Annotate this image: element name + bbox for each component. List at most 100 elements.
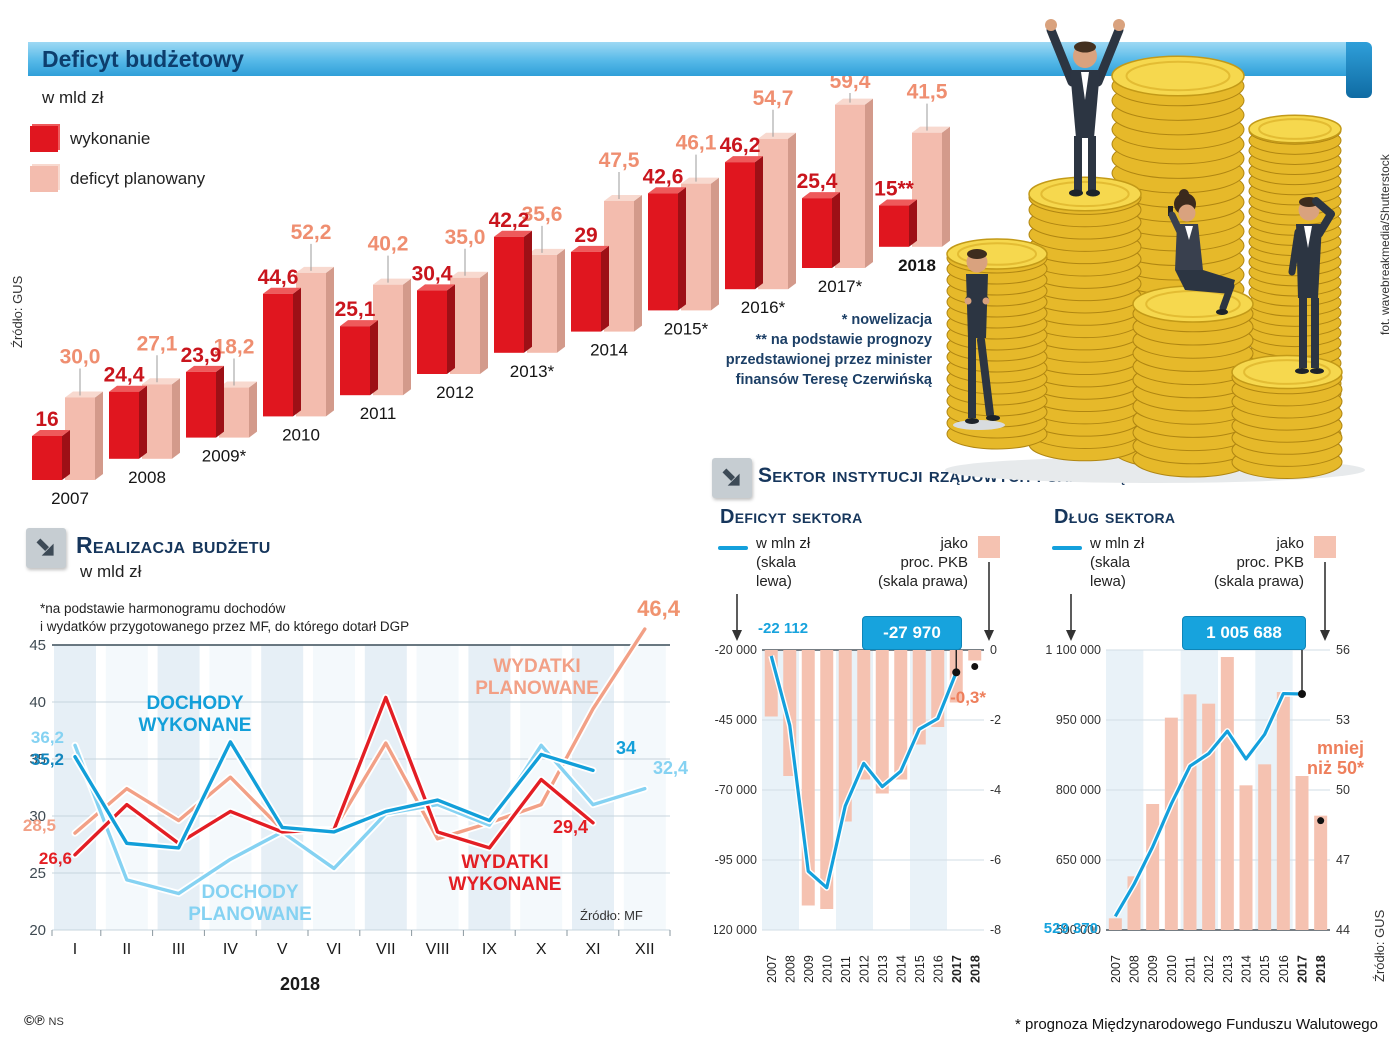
svg-text:40,2: 40,2 — [368, 233, 409, 256]
dlug-callout-box: 1 005 688 — [1182, 616, 1306, 650]
deficyt-callout-box: -27 970 — [862, 616, 962, 650]
svg-text:XI: XI — [585, 941, 600, 958]
svg-text:650 000: 650 000 — [1056, 853, 1101, 867]
svg-text:16: 16 — [35, 408, 58, 431]
svg-text:50: 50 — [1336, 783, 1350, 797]
svg-text:2013*: 2013* — [510, 362, 555, 381]
svg-text:42,6: 42,6 — [643, 165, 684, 188]
svg-text:2017: 2017 — [950, 955, 964, 983]
budget-unit-label: w mld zł — [42, 88, 104, 107]
svg-text:2014: 2014 — [894, 955, 908, 983]
svg-text:500 000: 500 000 — [1056, 923, 1101, 937]
budget-note-line: finansów Teresę Czerwińską — [735, 372, 932, 388]
svg-text:25,1: 25,1 — [335, 298, 376, 321]
svg-text:VII: VII — [376, 941, 396, 958]
svg-text:2012: 2012 — [1202, 955, 1216, 983]
svg-text:29: 29 — [574, 224, 597, 247]
source-gus-right: Źródło: GUS — [1372, 909, 1387, 982]
budget-bar-chart: 30,0 16 2007 27,1 24,4 2008 18,223,9 2009* 52,2 4… — [32, 70, 950, 508]
legend-text: (skala — [756, 554, 797, 571]
dlug-legend-square-icon — [1314, 536, 1336, 558]
axis-pointer-arrow — [984, 562, 994, 641]
legend-text: proc. PKB — [900, 554, 968, 571]
svg-text:2014: 2014 — [1240, 955, 1254, 983]
svg-text:47,5: 47,5 — [599, 149, 640, 172]
svg-text:2017: 2017 — [1296, 955, 1310, 983]
svg-text:-8: -8 — [990, 923, 1001, 937]
svg-text:VIII: VIII — [426, 941, 450, 958]
svg-text:2018: 2018 — [898, 256, 936, 275]
svg-text:2011: 2011 — [839, 956, 853, 983]
svg-text:-45 000: -45 000 — [715, 713, 757, 727]
svg-text:2012: 2012 — [436, 383, 474, 402]
label-wydatki-planowane: WYDATKI PLANOWANE — [475, 656, 599, 699]
axis-pointer-arrow — [1320, 562, 1330, 641]
svg-text:40: 40 — [29, 694, 46, 711]
coin-stacks — [946, 55, 1343, 479]
realizacja-footnote: *na podstawie harmonogramu dochodów i wy… — [40, 600, 409, 636]
photo-credit: fot. wavebreakmedia/Shutterstock — [1378, 154, 1392, 335]
title-bar-fold — [1346, 42, 1372, 98]
svg-text:IX: IX — [482, 941, 497, 958]
svg-text:0: 0 — [990, 643, 997, 657]
legend-text: jako — [940, 535, 968, 552]
deficyt-pct-label: -0,3* — [950, 688, 986, 707]
svg-text:54,7: 54,7 — [753, 87, 794, 110]
svg-text:25,4: 25,4 — [797, 170, 838, 193]
dlug-pct-label: mniej niż 50* — [1306, 738, 1364, 778]
businesspeople-figures — [953, 19, 1335, 430]
svg-text:2010: 2010 — [282, 425, 320, 444]
budget-note-line: przedstawionej przez minister — [725, 352, 932, 368]
hero-photo-coins-businesspeople — [945, 19, 1365, 483]
svg-text:2014: 2014 — [590, 341, 628, 360]
imf-footnote: * prognoza Międzynarodowego Funduszu Wal… — [1015, 1016, 1378, 1033]
svg-text:35,6: 35,6 — [522, 203, 563, 226]
svg-text:44: 44 — [1336, 923, 1350, 937]
svg-text:35,0: 35,0 — [445, 226, 486, 249]
realizacja-year-label: 2018 — [279, 974, 321, 994]
svg-text:42,2: 42,2 — [489, 209, 530, 232]
svg-text:56: 56 — [1336, 643, 1350, 657]
svg-text:2010: 2010 — [1165, 955, 1179, 983]
svg-text:X: X — [536, 941, 547, 958]
realizacja-arrow-icon — [26, 528, 66, 568]
realizacja-unit-label: w mld zł — [80, 562, 142, 581]
svg-text:-70 000: -70 000 — [715, 783, 757, 797]
realizacja-footnote-line: *na podstawie harmonogramu dochodów — [40, 601, 286, 616]
deficyt-sektora-title: Deficyt sektora — [720, 506, 863, 528]
svg-text:-120 000: -120 000 — [714, 923, 757, 937]
svg-text:30: 30 — [29, 808, 46, 825]
svg-text:41,5: 41,5 — [907, 81, 948, 104]
value-start-dochody-planowane: 36,2 — [30, 728, 64, 747]
svg-text:18,2: 18,2 — [214, 336, 255, 359]
svg-text:2007: 2007 — [1109, 955, 1123, 983]
svg-text:2011: 2011 — [1184, 956, 1198, 983]
svg-text:VI: VI — [326, 941, 341, 958]
svg-text:I: I — [73, 941, 77, 958]
legend-label-planowany: deficyt planowany — [70, 169, 206, 188]
legend-item-wykonanie: wykonanie — [30, 126, 205, 152]
svg-text:46,1: 46,1 — [676, 132, 717, 155]
value-start-wydatki-wykonane: 26,6 — [38, 849, 72, 868]
value-end-dochody-planowane: 32,4 — [652, 758, 688, 778]
arrow-down-right-icon — [722, 468, 740, 486]
svg-text:2011: 2011 — [360, 404, 397, 423]
budget-notes: * nowelizacja ** na podstawie prognozy p… — [640, 310, 932, 390]
svg-text:XII: XII — [635, 941, 655, 958]
svg-text:2008: 2008 — [1128, 955, 1142, 983]
label-dochody-wykonane: DOCHODY WYKONANE — [138, 693, 252, 736]
svg-text:44,6: 44,6 — [258, 266, 299, 289]
svg-text:2018: 2018 — [968, 955, 982, 983]
svg-text:2009: 2009 — [1146, 955, 1160, 983]
svg-text:-4: -4 — [990, 783, 1001, 797]
legend-text: jako — [1276, 535, 1304, 552]
legend-text: proc. PKB — [1236, 554, 1304, 571]
label-wydatki-wykonane: WYDATKI WYKONANE — [448, 852, 562, 895]
svg-text:25: 25 — [29, 865, 46, 882]
svg-text:52,2: 52,2 — [291, 221, 332, 244]
svg-text:II: II — [122, 941, 131, 958]
legend-label-wykonanie: wykonanie — [70, 129, 151, 148]
copyright: ©℗ NS — [24, 1012, 64, 1028]
